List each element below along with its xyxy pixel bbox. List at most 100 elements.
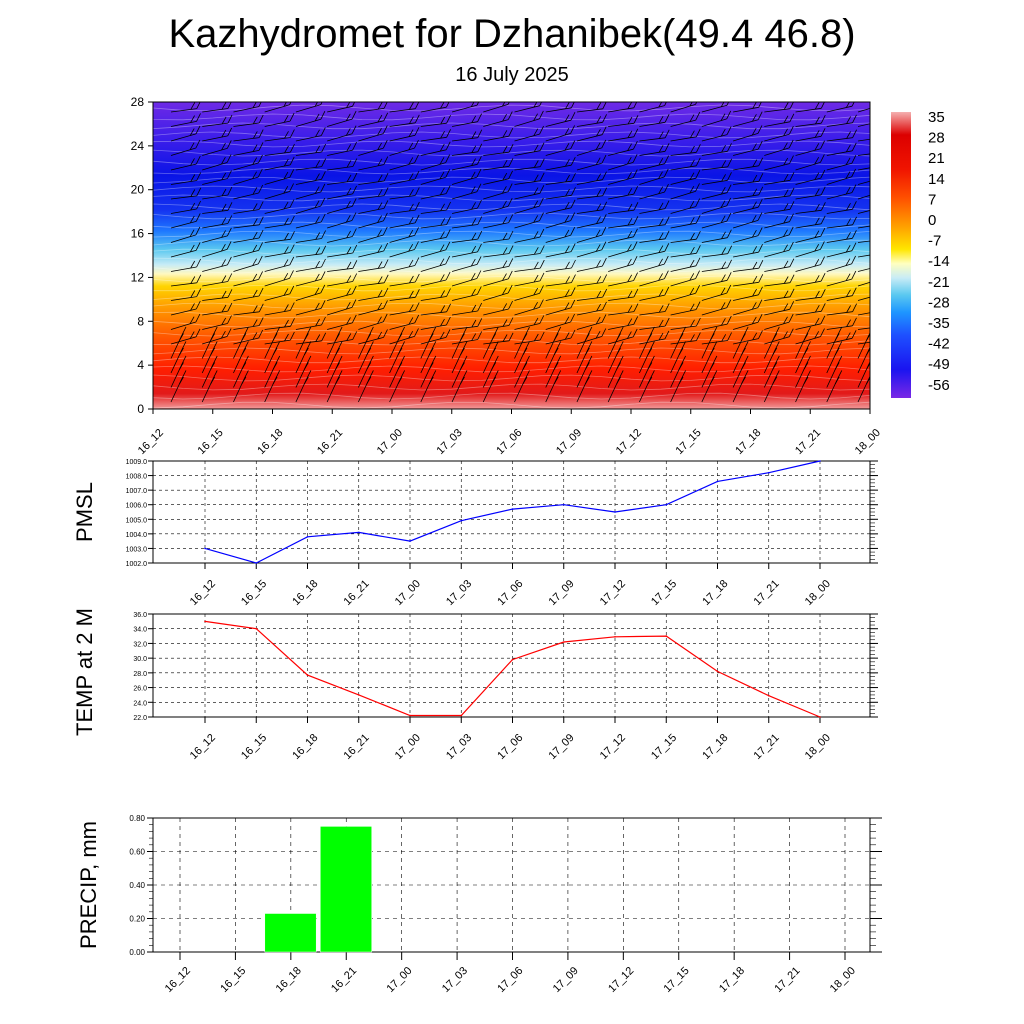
wind-barb-flag (602, 171, 607, 180)
wind-barb (701, 104, 728, 113)
wind-barb-flag (491, 376, 497, 385)
wind-barb-flag (414, 314, 420, 324)
wind-barb (733, 180, 759, 185)
wind-barb-flag (690, 159, 695, 167)
wind-barb-flag (570, 243, 576, 252)
wind-barb-flag (789, 241, 794, 251)
pmsl-data-point (614, 511, 616, 513)
precip-xtick-label: 17_06 (495, 965, 525, 995)
wind-barb-flag (596, 129, 601, 137)
wind-barb-flag (400, 355, 405, 365)
wind-barb-flag (789, 213, 794, 222)
wind-barb-flag (383, 102, 388, 109)
wind-barb-flag (664, 155, 669, 164)
wind-barb-flag (664, 183, 669, 193)
wind-barb (420, 337, 447, 345)
pmsl-data-point (255, 562, 258, 564)
wind-barb (764, 195, 791, 200)
wind-barb-flag (774, 370, 780, 379)
pmsl-ytick-label: 1009.0 (126, 459, 148, 466)
wind-barb-flag (190, 290, 196, 298)
wind-barb-flag (820, 328, 825, 337)
wind-barb-flag (377, 276, 383, 284)
wind-barb-flag (283, 171, 289, 180)
colorbar-label: -56 (928, 377, 950, 394)
wind-barbs (170, 102, 882, 403)
wind-barb-flag (664, 243, 670, 252)
wind-barb-flag (477, 156, 482, 165)
wind-barb-flag (428, 362, 434, 370)
temp-data-point (306, 674, 309, 676)
wind-barb-flag (696, 245, 701, 254)
wind-barb-flag (321, 143, 327, 153)
wind-barb-flag (289, 244, 295, 253)
wind-barb-flag (428, 376, 434, 385)
wind-barb-flag (788, 313, 794, 323)
wind-barb (483, 119, 509, 127)
wind-barb-flag (283, 102, 287, 107)
wind-barb (358, 120, 384, 127)
wind-barb-flag (244, 370, 249, 379)
wind-barb (514, 280, 541, 287)
wind-barb-flag (252, 116, 258, 124)
wind-barb-flag (789, 288, 795, 297)
wind-barb-flag (878, 146, 882, 153)
wind-barb-flag (663, 255, 669, 265)
wind-barb-flag (852, 317, 857, 326)
wind-barb-flag (814, 259, 820, 267)
wind-barb-flag (556, 370, 562, 379)
wind-barb-flag (346, 174, 352, 183)
wind-barb-flag (195, 242, 201, 251)
wind-barb-flag (783, 316, 788, 324)
wind-barb (170, 221, 197, 229)
heatmap-xtick-label: 17_09 (554, 427, 584, 457)
pmsl-xtick-label: 17_18 (700, 578, 730, 608)
wind-barb-flag (632, 328, 638, 338)
wind-barb-flag (689, 273, 695, 281)
wind-barb-flag (743, 341, 749, 350)
wind-barb (639, 224, 666, 229)
wind-barb-flag (460, 347, 465, 356)
wind-barb-flag (190, 202, 196, 211)
precip-bar (320, 826, 372, 953)
wind-barb-flag (351, 125, 357, 134)
wind-barb (733, 338, 759, 345)
wind-barb (358, 308, 384, 316)
wind-barb-flag (741, 362, 746, 370)
wind-barb-flag (690, 247, 695, 255)
wind-barb-flag (878, 304, 882, 311)
wind-barb-flag (315, 129, 320, 137)
wind-barb-flag (632, 154, 638, 163)
wind-barb-flag (382, 125, 388, 134)
wind-barb (764, 108, 791, 113)
wind-barb (451, 294, 478, 301)
wind-barb (483, 292, 509, 301)
wind-barb-flag (618, 370, 624, 379)
contour-line (153, 185, 870, 193)
wind-barb-flag (221, 331, 226, 339)
wind-barb-flag (752, 201, 757, 209)
wind-barb-flag (565, 189, 570, 197)
wind-barb-flag (726, 184, 732, 193)
wind-barb-flag (533, 160, 539, 168)
wind-barb-flag (727, 245, 733, 254)
wind-barb (170, 296, 197, 301)
wind-barb-flag (533, 144, 539, 152)
wind-barb-flag (491, 333, 497, 341)
wind-barb (608, 148, 634, 156)
wind-barb-flag (377, 229, 382, 237)
wind-barb (233, 337, 259, 345)
wind-barb-flag (727, 259, 732, 268)
wind-barb (451, 264, 478, 272)
temp-xtick-label: 17_03 (444, 732, 474, 762)
wind-barb-flag (709, 333, 715, 341)
wind-barb-flag (477, 113, 482, 122)
wind-barb-flag (533, 302, 538, 310)
colorbar-label: -28 (928, 294, 950, 311)
wind-barb-flag (570, 299, 576, 309)
wind-barb-flag (664, 216, 670, 225)
wind-barb (701, 237, 728, 243)
wind-barb-flag (877, 202, 881, 209)
wind-barb-flag (383, 287, 389, 297)
wind-barb-flag (721, 274, 726, 282)
